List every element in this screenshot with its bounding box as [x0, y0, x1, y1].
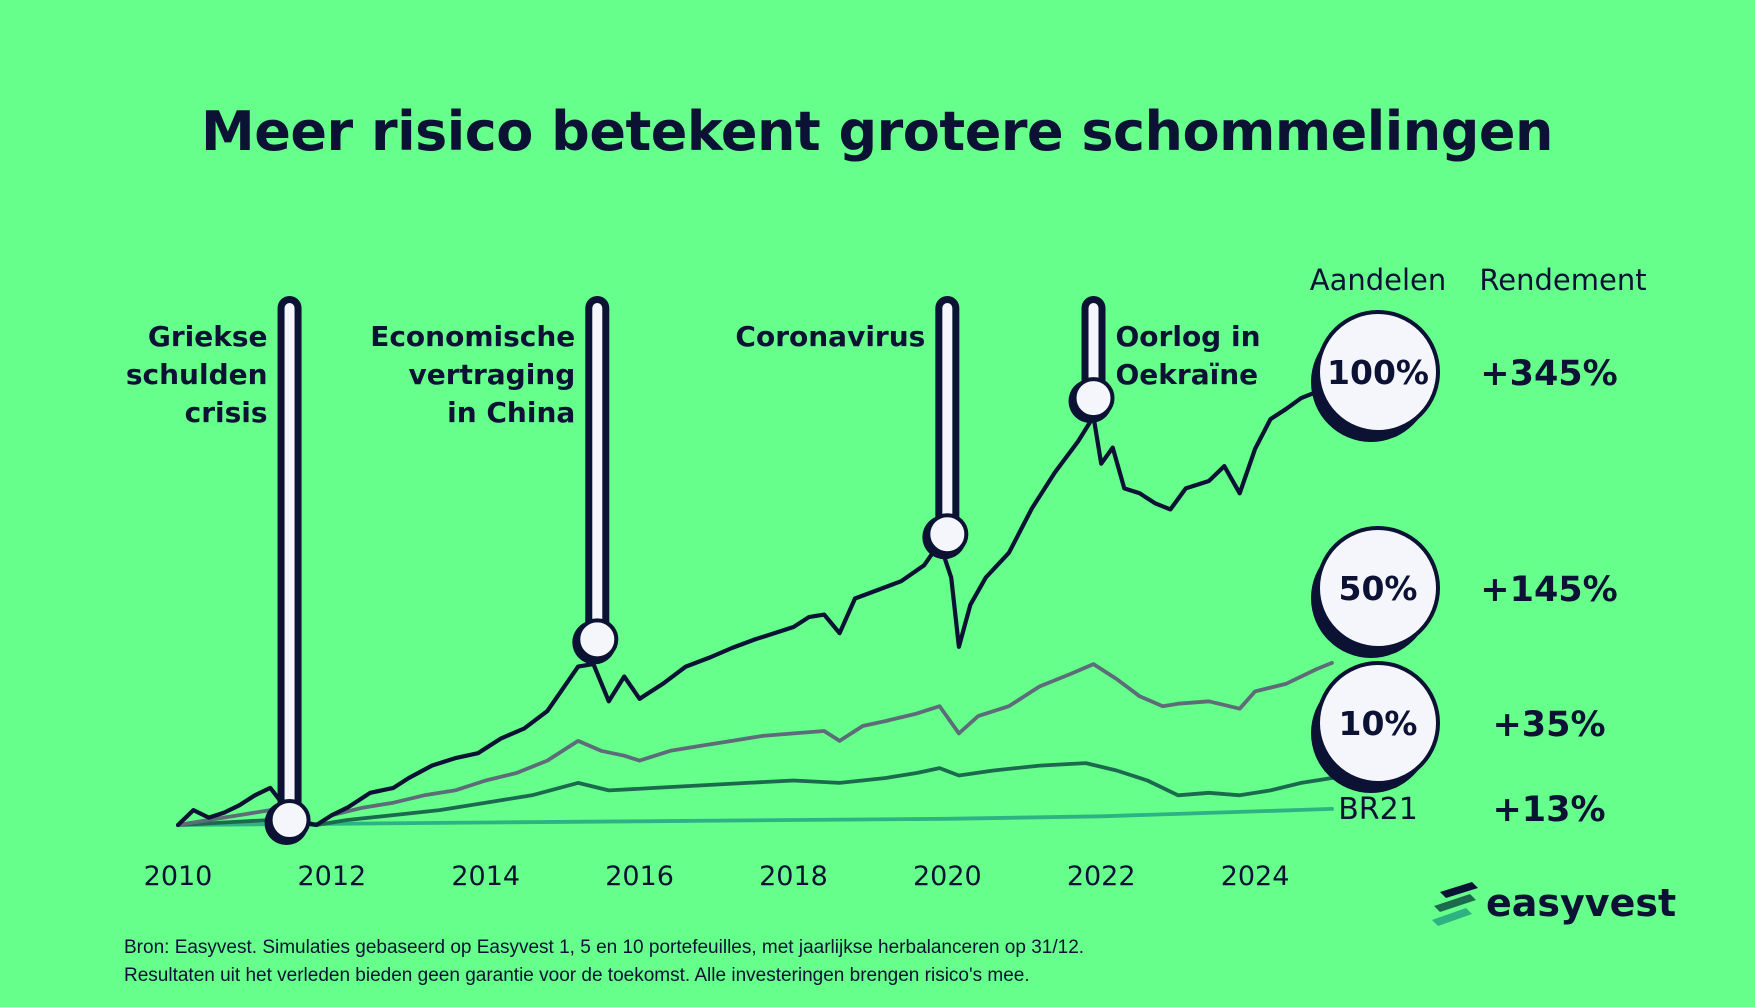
- event-marker: Oorlog in Oekraïne: [1068, 296, 1261, 424]
- portfolio-row: 10% +35%: [1311, 661, 1606, 793]
- badge-label: 10%: [1339, 704, 1418, 743]
- event-bulb: [576, 618, 619, 661]
- event-marker: Coronavirus: [735, 296, 969, 560]
- event-label-line: vertraging: [409, 358, 576, 391]
- series-line-100pct: [175, 379, 1335, 828]
- x-tick-label: 2022: [1067, 861, 1136, 892]
- return-value: +13%: [1492, 790, 1605, 830]
- event-label-line: Griekse: [148, 320, 268, 353]
- x-tick-label: 2018: [759, 861, 828, 892]
- x-tick-label: 2010: [144, 861, 213, 892]
- footnote-line-source: Bron: Easyvest. Simulaties gebaseerd op …: [124, 937, 1085, 958]
- portfolio-badges: 100% +345% 50% +145% 10% +35% BR21 +13%: [1311, 310, 1618, 830]
- event-markers: Griekse schulden crisis Economische vertragi…: [126, 296, 1261, 846]
- badge-circle: [1316, 310, 1440, 434]
- event-label-line: Oorlog in: [1116, 320, 1261, 353]
- badge-circle: [1316, 661, 1440, 785]
- badge-label: BR21: [1338, 792, 1418, 827]
- x-axis-ticks: 2010 2012 2014 2016 2018 2020 2022 2024: [144, 861, 1290, 892]
- chart-title: Meer risico betekent grotere schommeling…: [201, 100, 1553, 163]
- return-value: +345%: [1480, 354, 1617, 394]
- footnote-line-disclaimer: Resultaten uit het verleden bieden geen …: [124, 965, 1030, 986]
- badge-circle: [1316, 526, 1440, 650]
- x-tick-label: 2014: [451, 861, 520, 892]
- column-header-return: Rendement: [1479, 263, 1646, 297]
- return-value: +145%: [1480, 570, 1617, 610]
- x-tick-label: 2016: [605, 861, 674, 892]
- event-label-line: Economische: [370, 320, 575, 353]
- portfolio-row: BR21 +13%: [1338, 790, 1605, 830]
- event-label-line: crisis: [185, 396, 268, 429]
- event-marker: Griekse schulden crisis: [126, 296, 311, 846]
- x-tick-label: 2024: [1221, 861, 1290, 892]
- event-label-line: in China: [447, 396, 575, 429]
- x-tick-label: 2020: [913, 861, 982, 892]
- logo-text: easyvest: [1486, 881, 1676, 925]
- footnote: Bron: Easyvest. Simulaties gebaseerd op …: [124, 934, 1084, 990]
- series-line-10pct: [176, 761, 1334, 827]
- event-bulb: [1072, 377, 1115, 420]
- series-line-50pct: [176, 661, 1334, 827]
- badge-label: 100%: [1327, 353, 1429, 392]
- x-tick-label: 2012: [298, 861, 367, 892]
- series-line-br21: [176, 807, 1334, 827]
- easyvest-logo: easyvest: [1432, 881, 1676, 926]
- portfolio-row: 100% +345%: [1311, 310, 1618, 442]
- easyvest-logo-icon: [1432, 882, 1478, 926]
- return-value: +35%: [1492, 705, 1605, 745]
- event-marker: Economische vertraging in China: [370, 296, 619, 665]
- event-label-line: schulden: [126, 358, 268, 391]
- event-label-line: Oekraïne: [1116, 358, 1259, 391]
- column-header-equity: Aandelen: [1310, 263, 1447, 297]
- event-label-line: Coronavirus: [735, 320, 925, 353]
- badge-label: 50%: [1339, 569, 1418, 608]
- event-bulb: [268, 799, 311, 842]
- event-bulb: [926, 513, 969, 556]
- series-layer: [175, 379, 1335, 828]
- portfolio-row: 50% +145%: [1311, 526, 1618, 658]
